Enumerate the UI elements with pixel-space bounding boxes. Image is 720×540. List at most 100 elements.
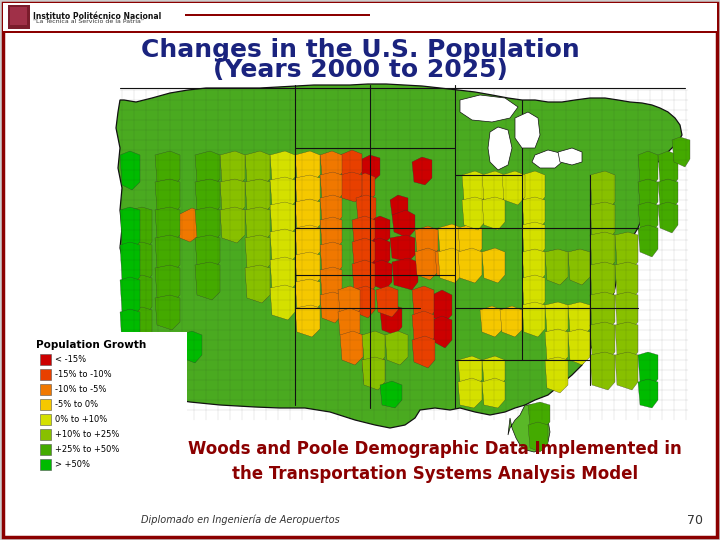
- Polygon shape: [195, 207, 220, 243]
- Bar: [40, 459, 51, 470]
- Polygon shape: [380, 305, 402, 335]
- Polygon shape: [638, 202, 658, 233]
- Polygon shape: [320, 195, 342, 225]
- Polygon shape: [390, 235, 415, 262]
- Polygon shape: [368, 238, 390, 268]
- Polygon shape: [376, 286, 398, 317]
- Polygon shape: [155, 265, 180, 303]
- Polygon shape: [120, 342, 140, 380]
- Polygon shape: [362, 356, 385, 387]
- Text: (Years 2000 to 2025): (Years 2000 to 2025): [212, 58, 508, 82]
- Polygon shape: [590, 292, 615, 330]
- Polygon shape: [568, 329, 590, 365]
- Text: > +50%: > +50%: [55, 460, 90, 469]
- Polygon shape: [340, 331, 363, 365]
- Polygon shape: [458, 356, 482, 387]
- Polygon shape: [412, 157, 432, 185]
- Polygon shape: [438, 248, 462, 283]
- Bar: [185, 14, 370, 16]
- Polygon shape: [415, 248, 438, 280]
- Text: -5% to 0%: -5% to 0%: [55, 400, 98, 409]
- Polygon shape: [672, 137, 690, 167]
- Text: < -15%: < -15%: [55, 355, 86, 364]
- Polygon shape: [116, 84, 682, 428]
- Polygon shape: [415, 226, 438, 257]
- Polygon shape: [482, 197, 505, 230]
- Polygon shape: [338, 308, 360, 340]
- Polygon shape: [528, 402, 550, 430]
- Text: Diplomado en Ingeniería de Aeropuertos: Diplomado en Ingeniería de Aeropuertos: [140, 515, 339, 525]
- Polygon shape: [615, 262, 638, 300]
- Polygon shape: [155, 151, 180, 187]
- Polygon shape: [270, 257, 295, 293]
- Polygon shape: [482, 378, 505, 408]
- Polygon shape: [360, 155, 380, 182]
- Polygon shape: [558, 148, 582, 165]
- Polygon shape: [130, 275, 152, 315]
- Polygon shape: [130, 242, 152, 283]
- Polygon shape: [458, 378, 482, 408]
- Polygon shape: [120, 372, 140, 408]
- Polygon shape: [590, 202, 615, 240]
- Polygon shape: [590, 232, 615, 270]
- Polygon shape: [515, 112, 540, 148]
- Polygon shape: [270, 229, 295, 265]
- Polygon shape: [568, 302, 590, 337]
- Polygon shape: [508, 405, 550, 452]
- Polygon shape: [522, 197, 545, 230]
- Polygon shape: [295, 151, 320, 183]
- Polygon shape: [412, 336, 435, 368]
- Bar: [3, 3, 717, 33]
- Polygon shape: [220, 151, 245, 187]
- Polygon shape: [638, 225, 658, 257]
- Polygon shape: [180, 331, 202, 363]
- Polygon shape: [155, 235, 180, 273]
- Polygon shape: [532, 150, 562, 168]
- Text: +10% to +25%: +10% to +25%: [55, 430, 120, 439]
- Polygon shape: [340, 150, 362, 180]
- Polygon shape: [458, 248, 482, 283]
- Polygon shape: [155, 207, 180, 243]
- Polygon shape: [500, 306, 522, 337]
- Polygon shape: [638, 352, 658, 387]
- Polygon shape: [658, 202, 678, 233]
- Polygon shape: [432, 290, 452, 322]
- Text: 0% to +10%: 0% to +10%: [55, 415, 107, 424]
- Polygon shape: [615, 292, 638, 330]
- Polygon shape: [638, 151, 658, 187]
- Bar: [40, 444, 51, 455]
- Polygon shape: [352, 286, 375, 318]
- Polygon shape: [270, 177, 295, 210]
- Polygon shape: [590, 262, 615, 300]
- Text: 70: 70: [687, 514, 703, 526]
- Bar: [10, 7, 27, 25]
- Polygon shape: [522, 275, 545, 310]
- Polygon shape: [320, 242, 342, 275]
- Polygon shape: [438, 224, 462, 257]
- Bar: [108, 78, 695, 430]
- Bar: [32, 332, 187, 480]
- Polygon shape: [380, 381, 402, 408]
- Text: Population Growth: Population Growth: [36, 340, 146, 350]
- Polygon shape: [245, 207, 270, 243]
- Polygon shape: [352, 216, 375, 246]
- Polygon shape: [432, 316, 452, 348]
- Polygon shape: [412, 286, 434, 320]
- Polygon shape: [568, 249, 590, 285]
- Polygon shape: [362, 357, 385, 390]
- Polygon shape: [638, 179, 658, 210]
- Polygon shape: [245, 265, 270, 303]
- Polygon shape: [120, 151, 140, 190]
- Text: -15% to -10%: -15% to -10%: [55, 370, 112, 379]
- Polygon shape: [195, 151, 220, 187]
- Bar: [40, 414, 51, 425]
- Polygon shape: [615, 322, 638, 360]
- Polygon shape: [590, 352, 615, 390]
- Polygon shape: [195, 179, 220, 215]
- Polygon shape: [295, 252, 320, 287]
- Polygon shape: [482, 356, 505, 387]
- Text: “La Técnica al Servicio de la Patria”: “La Técnica al Servicio de la Patria”: [33, 19, 144, 24]
- Polygon shape: [120, 277, 140, 317]
- Polygon shape: [320, 292, 342, 323]
- Bar: [40, 399, 51, 410]
